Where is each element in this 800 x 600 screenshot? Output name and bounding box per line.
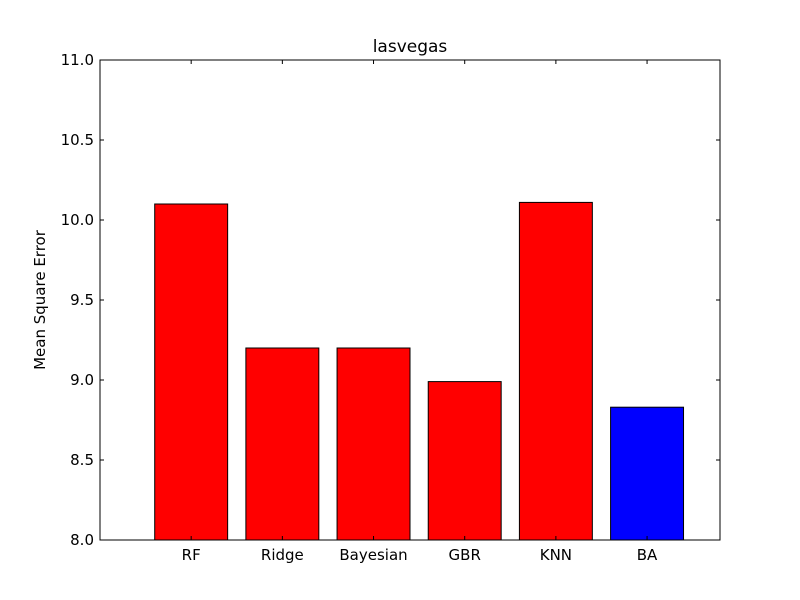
y-tick-label: 10.0: [61, 211, 94, 229]
y-tick-label: 8.5: [70, 451, 94, 469]
x-tick-label: Ridge: [261, 546, 304, 564]
x-tick-label: GBR: [449, 546, 481, 564]
y-tick-label: 8.0: [70, 531, 94, 549]
bar-ba: [610, 406, 685, 541]
x-tick-label: KNN: [540, 546, 572, 564]
y-tick-label: 9.0: [70, 371, 94, 389]
y-tick-label: 10.5: [61, 131, 94, 149]
bar-gbr: [427, 381, 502, 541]
bar-ridge: [245, 347, 320, 541]
tick-labels: RF Ridge Bayesian GBR KNN BA 8.0 8.5 9.0 9.5 10.0 1…: [61, 51, 658, 564]
y-axis-label: Mean Square Error: [31, 229, 49, 370]
y-tick-label: 11.0: [61, 51, 94, 69]
chart-title: lasvegas: [373, 37, 448, 57]
x-tick-label: RF: [182, 546, 201, 564]
bar-rf: [154, 203, 229, 541]
x-tick-label: Bayesian: [339, 546, 407, 564]
plot-area-frame: [99, 59, 721, 541]
bars-group: [154, 201, 685, 541]
y-tick-label: 9.5: [70, 291, 94, 309]
axis-ticks: [100, 59, 720, 541]
bar-bayesian: [336, 347, 411, 541]
x-tick-label: BA: [637, 546, 658, 564]
bar-knn: [518, 201, 593, 541]
